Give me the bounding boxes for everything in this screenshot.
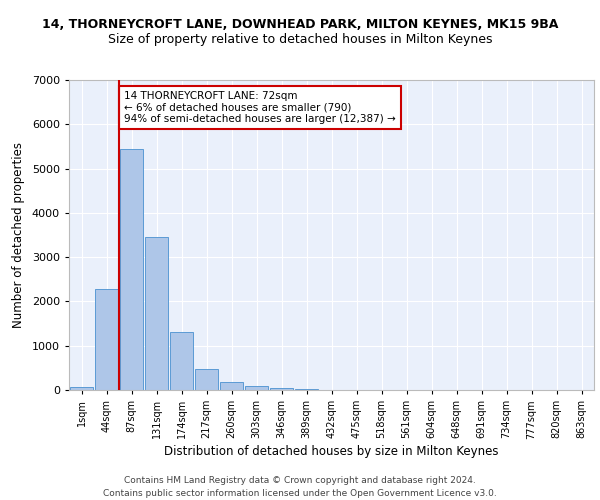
Bar (120, 148, 143, 390)
Bar (270, 388, 293, 390)
Text: 14 THORNEYCROFT LANE: 72sqm
← 6% of detached houses are smaller (790)
94% of sem: 14 THORNEYCROFT LANE: 72sqm ← 6% of deta… (124, 91, 396, 124)
Bar (95, 290, 118, 390)
Text: Contains HM Land Registry data © Crown copyright and database right 2024.
Contai: Contains HM Land Registry data © Crown c… (103, 476, 497, 498)
Text: Size of property relative to detached houses in Milton Keynes: Size of property relative to detached ho… (108, 32, 492, 46)
Bar (295, 388, 318, 390)
Bar (220, 382, 243, 390)
Bar (145, 237, 168, 390)
Y-axis label: Number of detached properties: Number of detached properties (12, 142, 25, 328)
Bar (195, 369, 218, 390)
X-axis label: Distribution of detached houses by size in Milton Keynes: Distribution of detached houses by size … (164, 446, 499, 458)
Text: 14, THORNEYCROFT LANE, DOWNHEAD PARK, MILTON KEYNES, MK15 9BA: 14, THORNEYCROFT LANE, DOWNHEAD PARK, MI… (42, 18, 558, 30)
Bar (70, 386, 93, 390)
Bar (245, 386, 268, 390)
Bar (170, 332, 193, 390)
